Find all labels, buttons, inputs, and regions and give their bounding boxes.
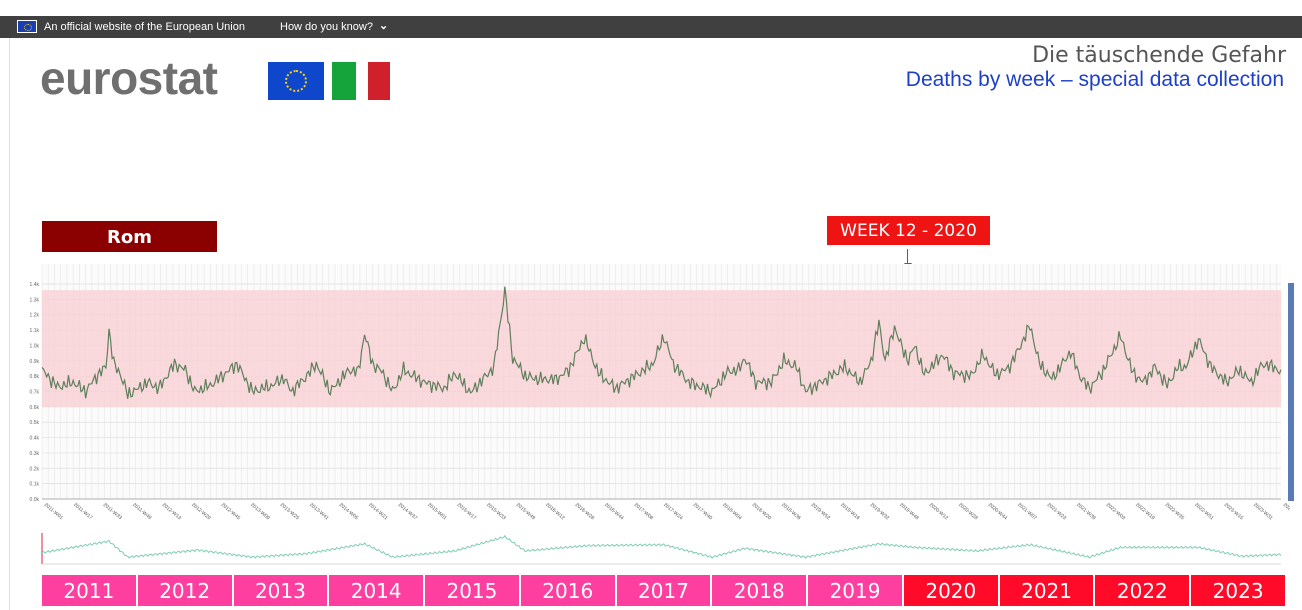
year-button-2014[interactable]: 2014 — [329, 575, 424, 606]
x-tick-label: 2011-W01 — [43, 502, 64, 521]
x-tick-label: 2020-W12 — [928, 502, 950, 522]
x-tick-label: 2021-W39 — [1075, 502, 1097, 522]
x-tick-label: 2020-W28 — [957, 502, 979, 522]
normal-range-band — [42, 290, 1281, 407]
x-tick-label: 2019-W32 — [869, 502, 891, 522]
x-tick-label: 2013-W41 — [308, 502, 330, 522]
city-label: Rom — [42, 221, 217, 252]
x-tick-label: 2012-W45 — [220, 502, 242, 522]
year-button-2017[interactable]: 2017 — [616, 575, 711, 606]
y-tick-label: 1.2k — [30, 313, 40, 319]
x-tick-label: 2023-W15 — [1223, 502, 1245, 522]
x-tick-label: 2013-W09 — [249, 502, 271, 522]
x-tick-label: 2022-W51 — [1193, 502, 1215, 522]
x-tick-label: 2015-W01 — [426, 502, 448, 522]
x-tick-label: 2023-W31 — [1252, 502, 1274, 522]
x-tick-label: 2015-W17 — [456, 502, 478, 522]
y-tick-label: 1.0k — [30, 343, 40, 349]
y-tick-label: 0.6k — [30, 405, 40, 411]
page-title: Die täuschende Gefahr — [1032, 43, 1286, 68]
x-tick-label: 2021-W07 — [1016, 502, 1038, 522]
year-button-2022[interactable]: 2022 — [1095, 575, 1190, 606]
x-tick-label: 2018-W36 — [780, 502, 802, 522]
x-tick-label: 2014-W21 — [367, 502, 389, 522]
eu-stars-icon — [268, 62, 324, 100]
how-do-you-know-label: How do you know? — [280, 21, 373, 33]
y-tick-label: 0.8k — [30, 374, 40, 380]
left-page-rule — [9, 38, 10, 610]
year-button-2011[interactable]: 2011 — [42, 575, 136, 606]
x-tick-label: 2017-W08 — [633, 502, 655, 522]
y-tick-label: 0.2k — [30, 466, 40, 472]
x-tick-label: 2014-W37 — [397, 502, 419, 522]
x-tick-label: 2016-W28 — [574, 502, 596, 522]
year-button-2012[interactable]: 2012 — [137, 575, 232, 606]
y-tick-label: 1.4k — [30, 282, 40, 288]
highlight-week-label: WEEK 12 - 2020 — [827, 216, 990, 245]
year-button-2020[interactable]: 2020 — [903, 575, 998, 606]
vertical-scrollbar[interactable] — [1288, 283, 1294, 501]
deaths-series-line — [41, 286, 1282, 399]
year-button-2023[interactable]: 2023 — [1191, 575, 1285, 606]
y-tick-label: 1.1k — [30, 328, 40, 334]
x-tick-label: 2017-W24 — [662, 502, 684, 522]
x-tick-label: 2016-W44 — [603, 502, 625, 522]
x-tick-label: 2020-W44 — [987, 502, 1009, 522]
x-tick-label: 2012-W29 — [190, 502, 212, 522]
year-button-2015[interactable]: 2015 — [425, 575, 519, 606]
x-tick-label: 2012-W13 — [161, 502, 183, 522]
y-tick-label: 0.5k — [30, 420, 40, 426]
y-tick-label: 0.1k — [30, 482, 40, 488]
x-tick-label: 2023-W47 — [1282, 502, 1290, 522]
year-button-2016[interactable]: 2016 — [520, 575, 615, 606]
year-button-2013[interactable]: 2013 — [233, 575, 328, 606]
navigator-chart[interactable] — [0, 530, 1290, 570]
y-tick-label: 0.0k — [30, 497, 40, 503]
year-button-2021[interactable]: 2021 — [999, 575, 1094, 606]
x-tick-label: 2011-W49 — [131, 502, 152, 521]
x-tick-label: 2017-W40 — [692, 502, 714, 522]
page-subtitle: Deaths by week – special data collection — [905, 68, 1284, 91]
y-tick-label: 0.3k — [30, 451, 40, 457]
x-tick-label: 2018-W20 — [751, 502, 773, 522]
year-button-2018[interactable]: 2018 — [712, 575, 807, 606]
y-tick-label: 0.7k — [30, 390, 40, 396]
flag-red-stripe — [368, 62, 390, 100]
x-tick-label: 2019-W48 — [898, 502, 920, 522]
eurostat-wordmark: eurostat — [40, 52, 218, 104]
y-tick-label: 0.4k — [30, 436, 40, 442]
x-tick-label: 2021-W23 — [1046, 502, 1068, 522]
x-tick-label: 2016-W12 — [544, 502, 566, 522]
official-website-text: An official website of the European Unio… — [44, 21, 245, 33]
x-tick-label: 2018-W04 — [721, 502, 743, 522]
eu-flag-icon — [17, 20, 37, 33]
deaths-line-chart[interactable]: 0.0k 0.1k 0.2k 0.3k 0.4k 0.5k 0.6k 0.7k 0.8k 0.9k… — [0, 262, 1290, 530]
x-tick-label: 2019-W16 — [839, 502, 861, 522]
how-do-you-know-link[interactable]: How do you know? ⌄ — [280, 16, 388, 38]
chevron-down-icon: ⌄ — [379, 20, 389, 32]
navigator-series-line — [41, 534, 1282, 559]
x-tick-label: 2015-W33 — [485, 502, 507, 522]
x-tick-label: 2022-W19 — [1134, 502, 1156, 522]
x-tick-label: 2015-W49 — [515, 502, 537, 522]
eu-official-bar: An official website of the European Unio… — [0, 16, 1302, 38]
x-tick-label: 2022-W03 — [1105, 502, 1127, 522]
x-tick-label: 2014-W05 — [338, 502, 360, 522]
y-tick-label: 0.9k — [30, 359, 40, 365]
y-tick-label: 1.3k — [30, 297, 40, 303]
flag-green-stripe — [332, 62, 356, 100]
x-tick-label: 2011-W17 — [72, 502, 93, 521]
year-button-2019[interactable]: 2019 — [808, 575, 902, 606]
x-tick-label: 2022-W35 — [1164, 502, 1186, 522]
highlight-arrow-line — [907, 249, 908, 265]
x-tick-label: 2019-W52 — [810, 502, 832, 522]
year-selector: 2011 2012 2013 2014 2015 2016 2017 2018 2019 2020… — [42, 575, 1287, 606]
x-tick-label: 2011-W33 — [102, 502, 123, 521]
x-tick-label: 2013-W25 — [279, 502, 301, 522]
